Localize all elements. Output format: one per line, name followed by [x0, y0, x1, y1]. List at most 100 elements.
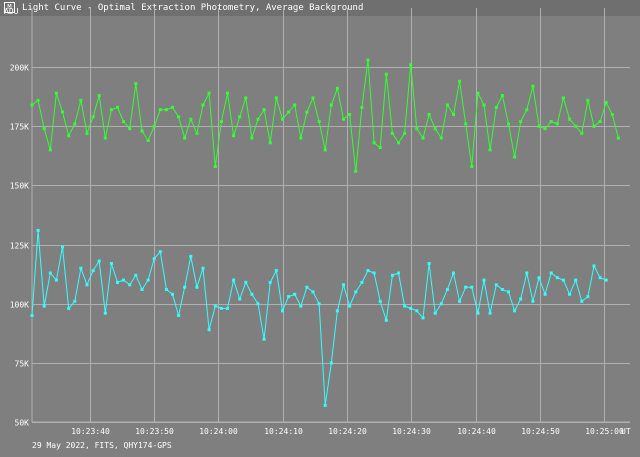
- series-2-point: [67, 306, 71, 310]
- series-1-point: [274, 96, 278, 100]
- series-2-point: [354, 290, 358, 294]
- series-1-point: [183, 136, 187, 140]
- series-2-point: [140, 288, 144, 291]
- series-1-point: [158, 108, 162, 112]
- series-2-line: [31, 230, 607, 406]
- series-2-point: [561, 278, 565, 282]
- series-1-point: [250, 136, 254, 140]
- series-1-point: [189, 117, 193, 121]
- series-1-point: [586, 98, 590, 102]
- series-2-point: [281, 309, 284, 313]
- series-1-point: [561, 96, 565, 100]
- series-1-point: [574, 124, 578, 128]
- app-icon: M: [4, 2, 15, 13]
- series-2-point: [164, 288, 168, 291]
- series-2-point: [384, 318, 388, 322]
- series-1-point: [281, 117, 284, 121]
- series-1-point: [226, 91, 229, 95]
- series-1-point: [207, 91, 211, 95]
- series-2-point: [445, 288, 449, 291]
- series-2-point: [213, 304, 217, 308]
- x-tick-label: 10:24:20: [328, 427, 367, 436]
- series-2-point: [507, 290, 510, 294]
- series-2-point: [586, 295, 590, 299]
- x-tick-label: 10:25:00: [585, 427, 624, 436]
- x-tick-label: 10:24:50: [521, 427, 560, 436]
- series-2-point: [250, 292, 254, 296]
- series-1-point: [403, 131, 407, 135]
- series-1-point: [103, 136, 107, 140]
- series-1-point: [494, 105, 498, 109]
- series-1-point: [543, 127, 547, 131]
- series-2-point: [397, 271, 400, 275]
- series-2-point: [299, 304, 303, 308]
- series-1-point: [171, 105, 174, 109]
- series-2-point: [171, 292, 174, 296]
- series-2-point: [409, 306, 413, 310]
- series-2-point: [219, 306, 223, 310]
- series-1-point: [287, 110, 291, 114]
- x-tick-label: 10:24:40: [457, 427, 496, 436]
- series-1-point: [549, 120, 553, 124]
- grid-layer: [31, 8, 630, 423]
- series-2-point: [207, 328, 211, 332]
- series-1-point: [488, 148, 492, 152]
- series-1-point: [409, 63, 413, 67]
- axis-layer: 50K 75K 100K 125K 150K 175K 200K 10:23:40 10:23:…: [10, 64, 624, 437]
- series-2-point: [158, 250, 162, 254]
- series-1-point: [48, 148, 52, 152]
- series-1-point: [335, 86, 339, 90]
- series-1-point: [525, 108, 529, 112]
- series-1-point: [262, 108, 266, 112]
- series-2-point: [268, 280, 272, 284]
- series-1-point: [36, 98, 40, 102]
- series-1-point: [452, 113, 455, 116]
- series-1-point: [109, 108, 113, 112]
- series-1-point: [97, 94, 101, 97]
- series-1-line: [31, 59, 619, 172]
- series-2-point: [323, 403, 327, 407]
- series-2-point: [513, 309, 517, 313]
- series-1-point: [201, 103, 205, 107]
- series-2-point: [61, 245, 64, 249]
- series-2-point: [311, 290, 315, 294]
- series-2-point: [305, 285, 309, 289]
- series-2-point: [348, 304, 352, 308]
- series-2-point: [183, 285, 187, 289]
- series-2-point: [549, 271, 553, 275]
- series-2-point: [525, 271, 529, 275]
- series-1-point: [122, 120, 126, 124]
- series-2-point: [335, 309, 339, 313]
- y-tick-label: 200K: [10, 64, 29, 73]
- series-2-point: [390, 273, 394, 277]
- series-2-point: [238, 297, 242, 301]
- series-1-point: [195, 131, 199, 135]
- series-2-point: [433, 311, 437, 315]
- series-2-point: [537, 276, 541, 280]
- series-1-point: [67, 134, 71, 138]
- series-2-point: [256, 302, 260, 306]
- series-2-point: [452, 271, 455, 275]
- series-2-point: [317, 302, 321, 306]
- series-2-point: [470, 285, 474, 289]
- series-1-point: [378, 146, 382, 150]
- series-2-point: [91, 269, 95, 273]
- series-2-point: [482, 278, 486, 282]
- series-2-point: [555, 276, 559, 280]
- y-tick-label: 125K: [10, 242, 29, 251]
- series-1-point: [54, 91, 58, 95]
- series-1-point: [342, 117, 345, 121]
- series-1-point: [238, 115, 242, 119]
- series-1-point: [610, 113, 614, 116]
- series-1-point: [433, 127, 437, 131]
- series-1-point: [91, 115, 95, 119]
- series-2-point: [293, 292, 297, 296]
- series-2-point: [48, 271, 52, 275]
- series-1-point: [470, 165, 474, 168]
- series-1-point: [397, 141, 400, 145]
- series-2-point: [201, 266, 205, 270]
- series-1-point: [61, 110, 64, 114]
- series-2-point: [342, 283, 345, 287]
- series-1-point: [268, 141, 272, 145]
- series-1-point: [384, 72, 388, 76]
